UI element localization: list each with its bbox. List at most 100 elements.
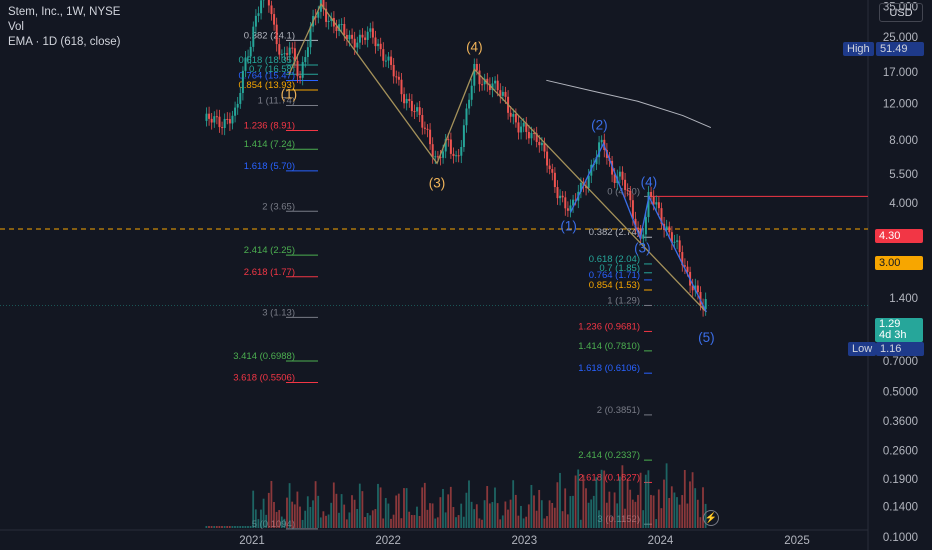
volume-bar: [613, 492, 616, 528]
fib-secondary-level-label: 0.382 (2.74): [589, 227, 640, 238]
candle-body: [548, 165, 551, 170]
fib-primary-level-label: 2.414 (2.25): [244, 245, 295, 256]
candle-body: [423, 127, 426, 129]
volume-bar: [280, 516, 283, 528]
fib-primary-level-label: 0.618 (18.35): [238, 55, 295, 66]
candle-body: [462, 125, 465, 148]
volume-bar: [507, 509, 509, 528]
candle-body: [421, 115, 424, 128]
fib-primary-level-label: 0.854 (13.93): [238, 80, 295, 91]
price-axis-area: [868, 0, 932, 550]
volume-bar: [478, 518, 481, 528]
candle-body: [345, 35, 348, 40]
fib-primary-level-label: 3.414 (0.6988): [233, 351, 295, 362]
volume-bar: [231, 526, 234, 528]
candle-body: [696, 285, 699, 293]
candle-body: [494, 80, 497, 84]
price-tick-label: 8.000: [889, 135, 918, 147]
candle-body: [434, 156, 437, 158]
candle-body: [501, 91, 504, 96]
volume-bar: [293, 504, 296, 528]
candle-body: [673, 241, 676, 243]
ema-indicator-label[interactable]: EMA · 1D (618, close): [8, 36, 121, 48]
candle-body: [621, 171, 624, 180]
candle-body: [686, 266, 689, 272]
candle-body: [598, 142, 601, 158]
volume-bar: [509, 499, 512, 528]
candle-body: [509, 112, 512, 117]
volume-bar: [585, 488, 587, 528]
volume-bar: [312, 500, 314, 528]
volume-bar: [244, 526, 247, 528]
candle-body: [247, 56, 250, 58]
candle-body: [239, 92, 242, 104]
fib-secondary-level-label: 0.618 (2.04): [589, 254, 640, 265]
volume-indicator-label[interactable]: Vol: [8, 21, 24, 33]
candle-body: [361, 34, 364, 38]
price-tick-label: 17.000: [883, 67, 918, 79]
volume-bar: [322, 511, 325, 528]
volume-bar: [634, 501, 637, 528]
volume-bar: [590, 499, 593, 528]
price-tick-label: 35.000: [883, 2, 918, 14]
volume-bar: [460, 503, 463, 528]
fib-primary-level-label: 0.382 (24.1): [244, 30, 295, 41]
volume-bar: [221, 526, 223, 528]
minor-wave-line: [569, 142, 707, 313]
candle-body: [213, 116, 216, 123]
volume-bar: [234, 526, 236, 528]
volume-bar: [579, 519, 582, 528]
tradingview-logo-icon[interactable]: ⚡: [703, 510, 719, 526]
candle-body: [397, 76, 400, 80]
candle-body: [644, 217, 647, 235]
volume-bar: [689, 481, 691, 528]
volume-bar: [483, 500, 486, 528]
volume-bar: [384, 498, 387, 528]
fib-secondary-level-label: 1.618 (0.6106): [578, 363, 640, 374]
candle-body: [382, 49, 385, 61]
candle-body: [249, 46, 252, 57]
fib-primary-level-label: 3.618 (0.5506): [233, 373, 295, 384]
candle-body: [452, 153, 455, 157]
volume-bar: [603, 470, 606, 528]
candle-body: [647, 191, 650, 218]
volume-bar: [319, 517, 322, 528]
candle-body: [702, 305, 705, 310]
volume-bar: [553, 507, 556, 528]
volume-bar: [486, 486, 489, 528]
price-tick-label: 25.000: [883, 32, 918, 44]
candle-body: [457, 155, 460, 157]
symbol-title[interactable]: Stem, Inc., 1W, NYSE: [8, 6, 121, 18]
volume-bar: [423, 482, 426, 528]
candle-body: [283, 53, 286, 55]
volume-bar: [410, 514, 413, 528]
candle-body: [374, 37, 377, 47]
candle-body: [600, 139, 603, 143]
time-tick-label: 2021: [239, 535, 265, 547]
volume-bar: [377, 483, 379, 528]
volume-bar: [551, 502, 554, 528]
candle-body: [579, 182, 582, 192]
candle-body: [416, 107, 419, 112]
volume-bar: [449, 486, 452, 528]
candle-body: [431, 144, 434, 157]
primary-wave-label: (4): [466, 39, 483, 54]
candle-body: [358, 34, 361, 43]
volume-bar: [436, 517, 439, 528]
volume-bar: [673, 492, 676, 528]
candle-body: [465, 108, 468, 126]
candle-body: [275, 24, 278, 45]
candle-body: [236, 103, 239, 108]
volume-bar: [621, 465, 624, 528]
candle-body: [566, 208, 569, 211]
volume-bar: [465, 492, 468, 528]
candle-body: [231, 115, 234, 124]
primary-wave-label: (1): [281, 87, 298, 102]
high-label-badge: High: [843, 42, 874, 56]
candle-body: [413, 111, 416, 113]
volume-bar: [361, 491, 364, 528]
currency-button[interactable]: USD: [879, 3, 923, 22]
candle-body: [252, 26, 255, 47]
